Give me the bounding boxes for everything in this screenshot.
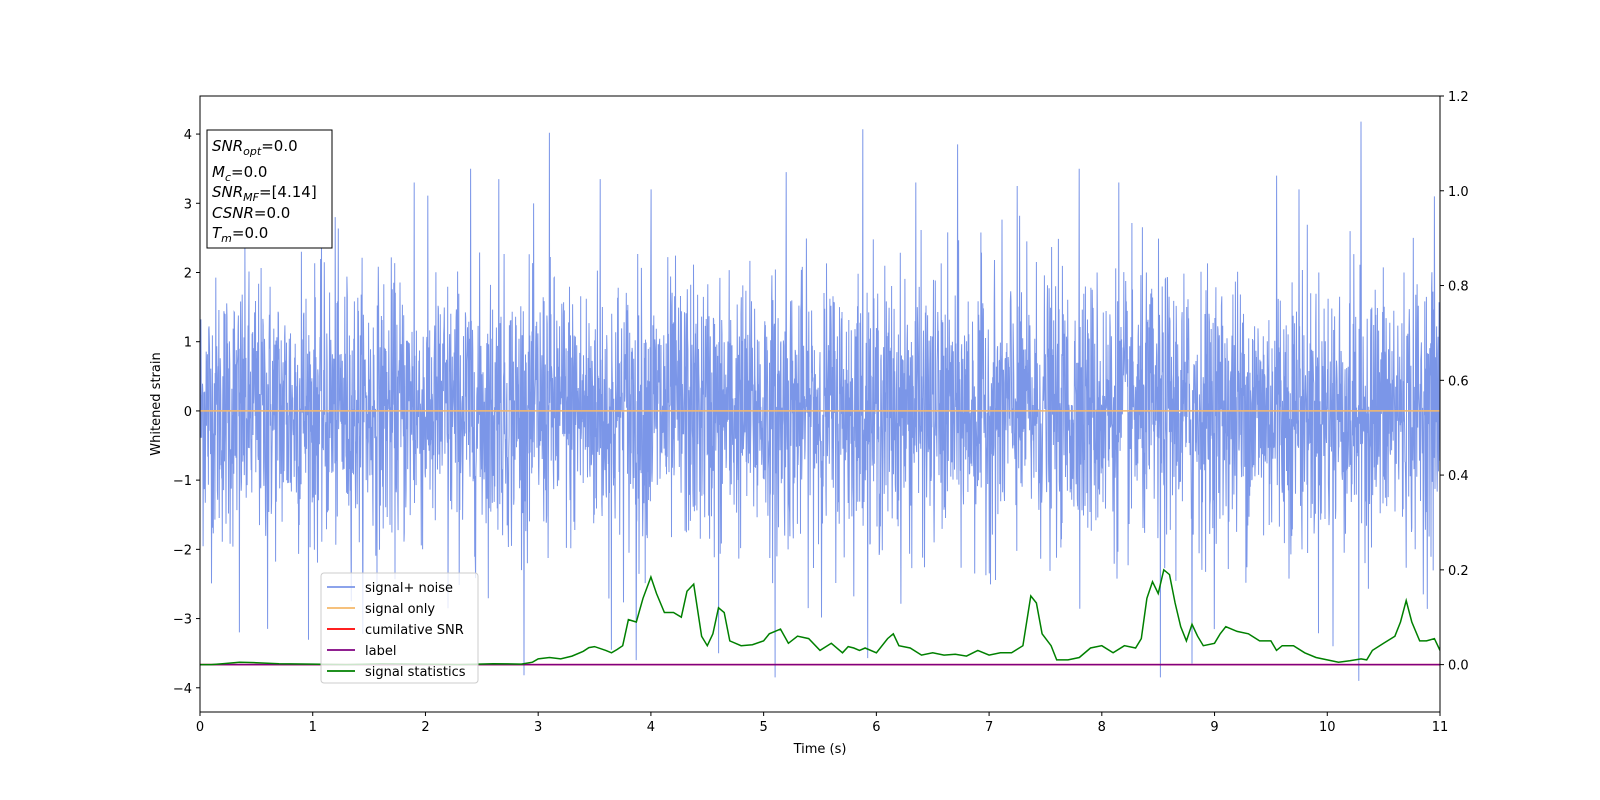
legend-label: cumilative SNR <box>365 623 464 638</box>
series-line-4 <box>200 568 1440 666</box>
info-box-frame <box>206 129 333 249</box>
y-axis-left: −4 −3 −2 −1 0 1 2 3 4 <box>173 128 200 697</box>
y-left-tick-label: 0 <box>184 405 192 420</box>
legend-label: signal+ noise <box>365 581 453 596</box>
info-snr-mf-sub: MF <box>243 191 259 204</box>
x-tick-label: 11 <box>1432 720 1449 735</box>
x-tick-label: 2 <box>421 720 429 735</box>
legend: signal+ noise signal only cumilative SNR la… <box>320 572 479 684</box>
x-tick-label: 8 <box>1098 720 1106 735</box>
info-box: SNRopt=0.0 Mc=0.0 SNRMF=[4.14] CSNR=0.0 … <box>206 129 333 249</box>
noise-series <box>200 121 1440 681</box>
x-tick-label: 6 <box>872 720 880 735</box>
info-mc-base: M <box>212 163 225 181</box>
info-snr-mf-value: =[4.14] <box>259 183 317 201</box>
y-right-tick-label: 0.6 <box>1448 374 1469 389</box>
y-axis-right: 0.0 0.2 0.4 0.6 0.8 1.0 1.2 <box>1440 90 1469 674</box>
info-snr-mf: SNRMF=[4.14] <box>212 183 317 204</box>
y-right-tick-label: 1.0 <box>1448 185 1469 200</box>
info-snr-opt-base: SNR <box>212 137 243 155</box>
y-right-tick-label: 0.2 <box>1448 564 1469 579</box>
series-signal-noise-line <box>200 121 1440 681</box>
y-left-tick-label: 2 <box>184 266 192 281</box>
info-tm-value: =0.0 <box>232 224 268 242</box>
info-mc: Mc=0.0 <box>212 163 267 184</box>
info-mc-value: =0.0 <box>231 163 267 181</box>
x-tick-label: 4 <box>647 720 655 735</box>
y-left-tick-label: −3 <box>173 613 192 628</box>
legend-label: label <box>365 644 396 659</box>
y-left-tick-label: −2 <box>173 543 192 558</box>
x-tick-label: 10 <box>1319 720 1336 735</box>
x-axis-label: Time (s) <box>793 742 847 757</box>
y-right-tick-label: 0.8 <box>1448 280 1469 295</box>
info-mc-sub: c <box>225 171 231 184</box>
axes-frame <box>199 95 1441 713</box>
x-tick-label: 7 <box>985 720 993 735</box>
legend-frame <box>320 572 479 684</box>
info-tm-base: T <box>212 224 223 242</box>
y-left-tick-label: −1 <box>173 474 192 489</box>
x-tick-label: 0 <box>196 720 204 735</box>
y-axis-label: Whitened strain <box>149 352 164 455</box>
info-tm: Tm=0.0 <box>212 224 268 245</box>
info-snr-opt-sub: opt <box>243 145 262 158</box>
legend-label: signal statistics <box>365 665 466 680</box>
x-tick-label: 9 <box>1210 720 1218 735</box>
info-snr-opt-value: =0.0 <box>261 137 297 155</box>
y-right-tick-label: 1.2 <box>1448 90 1469 105</box>
info-snr-mf-base: SNR <box>212 183 243 201</box>
x-tick-label: 3 <box>534 720 542 735</box>
info-csnr-value: =0.0 <box>254 204 290 222</box>
info-csnr-base: CSNR <box>212 204 254 222</box>
info-tm-sub: m <box>221 232 232 245</box>
y-left-tick-label: 1 <box>184 336 192 351</box>
x-axis: 0 1 2 3 4 5 6 7 8 9 10 11 <box>196 712 1448 735</box>
y-right-tick-label: 0.0 <box>1448 659 1469 674</box>
y-left-tick-label: 4 <box>184 128 192 143</box>
info-csnr: CSNR=0.0 <box>212 204 290 222</box>
x-tick-label: 5 <box>759 720 767 735</box>
y-left-tick-label: 3 <box>184 197 192 212</box>
x-tick-label: 1 <box>309 720 317 735</box>
y-right-tick-label: 0.4 <box>1448 469 1469 484</box>
y-left-tick-label: −4 <box>173 682 192 697</box>
info-snr-opt: SNRopt=0.0 <box>212 137 298 158</box>
legend-label: signal only <box>365 602 435 617</box>
